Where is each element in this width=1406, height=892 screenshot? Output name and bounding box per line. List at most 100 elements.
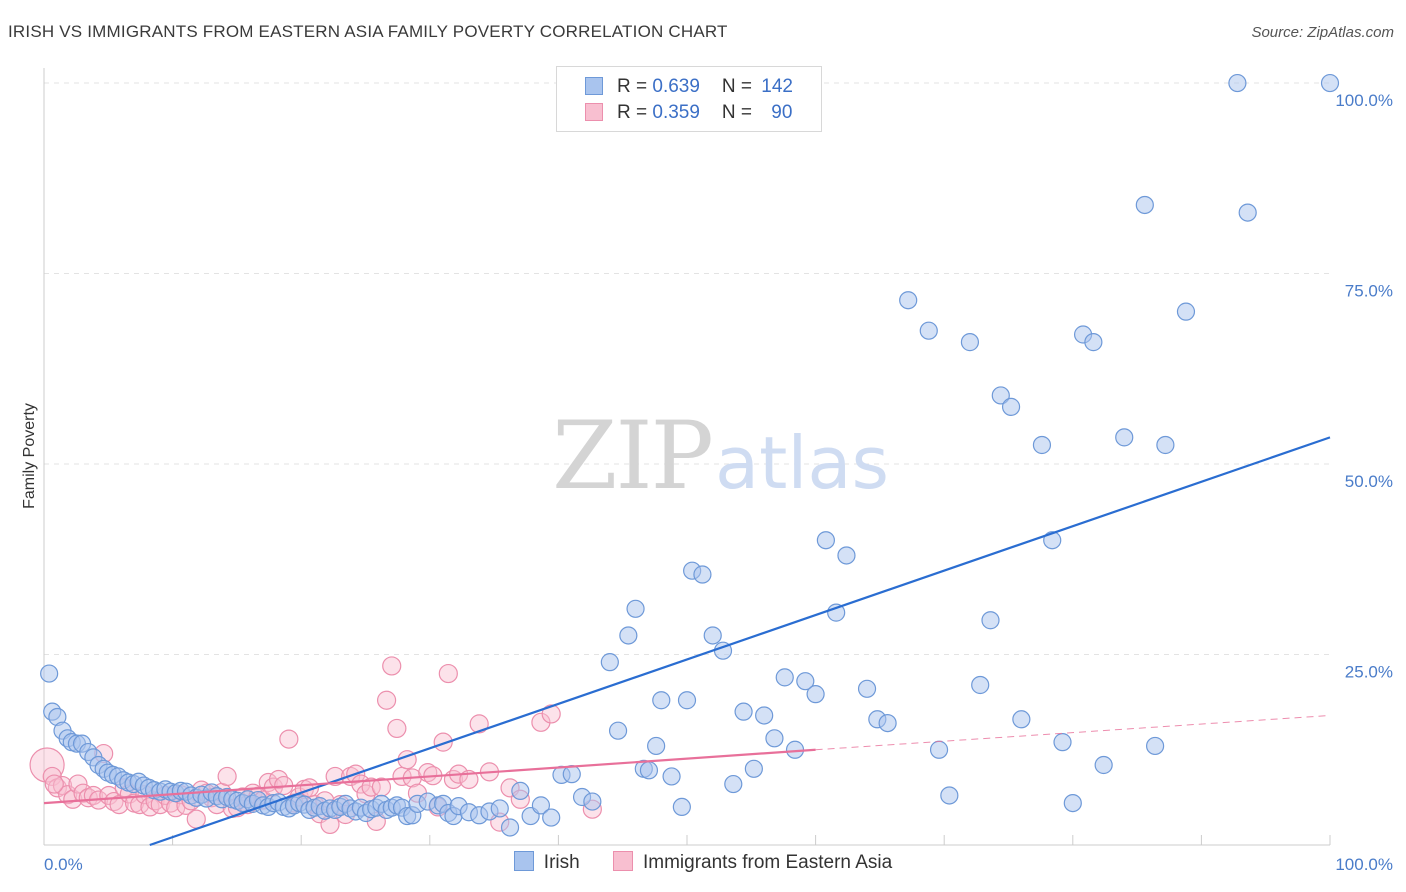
point-eastern-asia [268, 769, 289, 790]
point-irish [583, 792, 602, 811]
point-irish [619, 626, 638, 645]
point-eastern-asia [44, 774, 64, 794]
point-eastern-asia [68, 774, 88, 794]
point-eastern-asia [387, 718, 407, 739]
point-irish [1320, 73, 1340, 93]
point-irish [500, 818, 520, 837]
point-irish [1063, 793, 1082, 813]
point-irish [562, 765, 581, 784]
grid-lines [44, 82, 1330, 656]
point-irish [1043, 531, 1062, 550]
point-eastern-asia [469, 714, 489, 734]
point-irish [940, 786, 959, 805]
point-irish [600, 653, 619, 672]
point-irish [837, 546, 856, 565]
point-irish [703, 626, 722, 645]
point-irish [1146, 736, 1165, 756]
legend-label-eastern-asia: Immigrants from Eastern Asia [642, 852, 893, 873]
trend-line-eastern-asia-extension [815, 714, 1331, 751]
point-eastern-asia [63, 789, 83, 809]
point-irish [724, 774, 743, 794]
point-irish [744, 759, 763, 778]
point-irish [960, 333, 980, 352]
point-irish [734, 702, 753, 721]
point-irish [672, 797, 691, 817]
y-tick-label: 100.0% [1335, 91, 1393, 110]
point-irish [1115, 428, 1134, 447]
point-irish [1001, 397, 1021, 416]
point-eastern-asia [325, 766, 345, 787]
point-irish [639, 761, 659, 780]
point-irish [981, 611, 1000, 630]
point-irish [796, 672, 815, 691]
point-irish [608, 721, 628, 740]
point-eastern-asia [52, 775, 73, 796]
y-axis-label: Family Poverty [21, 403, 38, 509]
point-irish [878, 713, 897, 733]
point-irish [775, 668, 794, 687]
point-eastern-asia [376, 690, 397, 710]
legend-swatch-eastern-asia [585, 103, 603, 121]
point-irish [991, 386, 1010, 405]
point-irish [1176, 302, 1196, 321]
point-irish [1084, 333, 1103, 352]
legend-n-label: N = [721, 76, 758, 97]
point-irish [1012, 710, 1031, 729]
point-irish [1032, 435, 1052, 455]
legend-row-eastern-asia: R = 0.359 N = 90 [585, 102, 792, 128]
tick-labels: 25.0% 50.0% 75.0% 100.0% 0.0% 100.0% [44, 91, 1393, 874]
legend-swatch-irish [585, 77, 603, 95]
point-irish [971, 675, 990, 695]
y-tick-label: 25.0% [1345, 663, 1393, 682]
point-eastern-asia [541, 704, 561, 724]
trend-line-irish [149, 436, 1331, 847]
x-tick-label: 100.0% [1335, 855, 1393, 874]
point-irish [765, 729, 784, 748]
point-irish [1228, 73, 1247, 93]
point-irish [693, 565, 712, 584]
point-irish [919, 321, 938, 340]
point-eastern-asia [438, 663, 458, 684]
point-irish [40, 664, 59, 683]
legend-item-irish: Irish [513, 851, 580, 874]
legend-swatch-eastern-asia [612, 851, 633, 871]
point-irish [542, 808, 561, 827]
legend-r-label: R = [617, 76, 653, 97]
legend-r-label: R = [617, 102, 653, 123]
point-irish [857, 679, 877, 698]
point-irish [677, 691, 697, 710]
legend-item-eastern-asia: Immigrants from Eastern Asia [612, 851, 893, 874]
point-irish [652, 691, 671, 710]
point-irish [1156, 435, 1175, 455]
point-irish [626, 599, 645, 618]
point-eastern-asia [186, 809, 206, 829]
legend-swatch-irish [513, 851, 534, 871]
y-tick-label: 50.0% [1345, 472, 1393, 491]
watermark-atlas: atlas [715, 421, 889, 505]
point-irish [1135, 195, 1154, 215]
point-irish [899, 291, 918, 310]
legend-n-value: 90 [771, 102, 793, 123]
legend-n-label: N = [721, 102, 758, 123]
watermark-zip: ZIP [552, 402, 712, 511]
legend-r-value: 0.359 [652, 102, 700, 123]
point-irish [806, 685, 825, 704]
point-irish [1053, 733, 1072, 752]
point-eastern-asia [217, 766, 237, 787]
point-irish [662, 767, 681, 786]
point-irish [1238, 203, 1257, 222]
series-legend: Irish Immigrants from Eastern Asia [0, 851, 1406, 874]
point-irish [490, 799, 509, 818]
legend-label-irish: Irish [543, 852, 580, 873]
source-label: Source: ZipAtlas.com [1251, 24, 1394, 41]
legend-r-value: 0.639 [652, 76, 700, 97]
point-irish [755, 706, 774, 725]
legend-n-value: 142 [761, 76, 793, 97]
trend-line-eastern-asia [43, 748, 816, 805]
legend-row-irish: R = 0.639 N = 142 [585, 76, 793, 102]
y-tick-label: 75.0% [1345, 282, 1393, 301]
point-irish [511, 781, 530, 801]
point-eastern-asia [433, 732, 453, 752]
point-eastern-asia [382, 656, 402, 676]
